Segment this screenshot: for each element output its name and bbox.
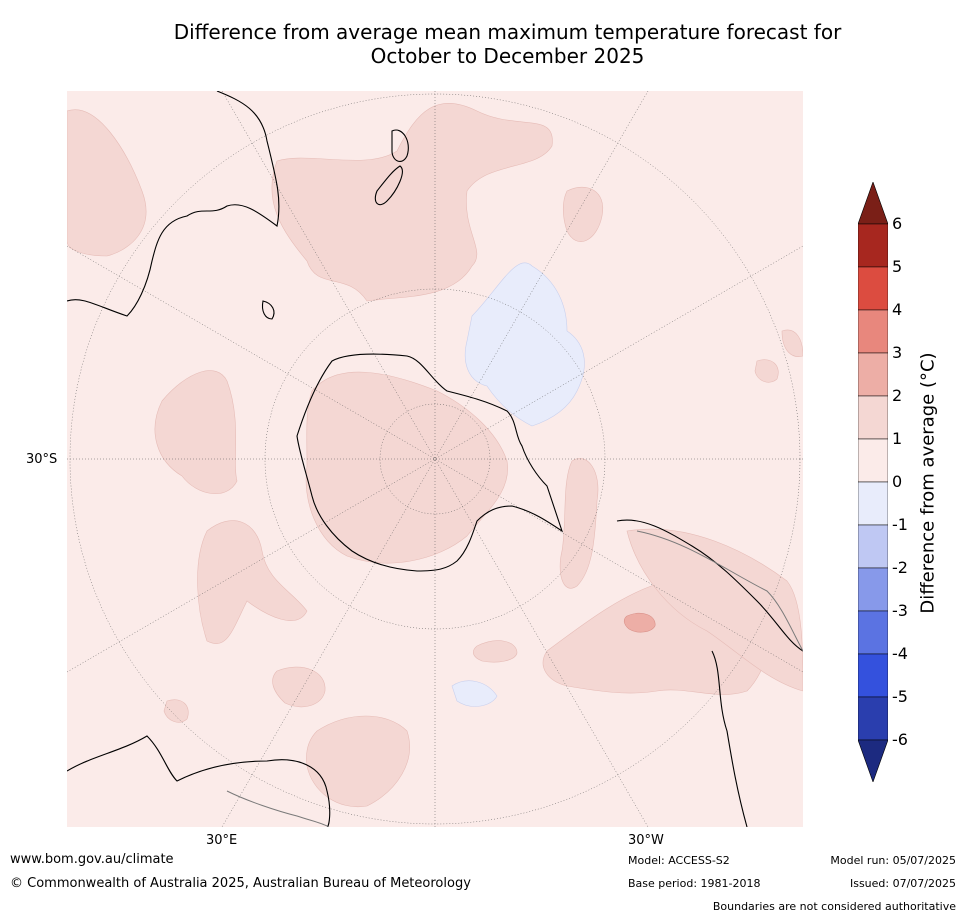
patch-south-pacific-east <box>562 186 604 242</box>
colorbar <box>857 181 889 783</box>
colorbar-bin-4 <box>857 395 889 440</box>
coast-africa <box>67 735 331 827</box>
colorbar-tick-label: -3 <box>892 601 908 620</box>
website-link[interactable]: www.bom.gov.au/climate <box>10 852 174 867</box>
patch-southwest-pacific <box>271 102 553 302</box>
forecast-map <box>67 91 803 827</box>
colorbar-bin-9 <box>857 610 889 655</box>
base-period-text: Base period: 1981-2018 <box>628 877 761 890</box>
meridian-30w <box>221 91 649 827</box>
issued-text: Issued: 07/07/2025 <box>849 877 956 890</box>
coast-antarctica <box>296 353 564 572</box>
graticule <box>67 91 803 827</box>
patch-east-coast-2 <box>781 329 803 357</box>
meridian-60w <box>67 245 803 673</box>
colorbar-tick-label: 2 <box>892 386 903 405</box>
patch-southern-ocean-small-1 <box>473 640 518 663</box>
border-south-america <box>636 530 803 652</box>
lon-30w-label: 30°W <box>628 833 664 848</box>
patch-cool-pacific <box>464 262 585 427</box>
colorbar-bin-2 <box>857 309 889 354</box>
colorbar-bin-7 <box>857 524 889 569</box>
patch-cool-southern-ocean <box>451 680 498 707</box>
patch-drake-passage <box>559 458 599 589</box>
coast-australia <box>67 91 280 317</box>
colorbar-tick-label: 4 <box>892 300 903 319</box>
lat-30s-label: 30°S <box>26 452 58 467</box>
colorbar-tick-label: -6 <box>892 730 908 749</box>
colorbar-tick-label: 6 <box>892 214 903 233</box>
title-line-2: October to December 2025 <box>370 44 645 68</box>
anomaly-1-to-2-patches <box>67 102 803 808</box>
anomaly-2-to-3-patch <box>623 612 656 633</box>
title-line-1: Difference from average mean maximum tem… <box>173 20 842 44</box>
coast-new-zealand-north <box>391 129 409 162</box>
political-borders <box>226 530 803 827</box>
patch-east-coast <box>754 359 779 383</box>
colorbar-bin-0 <box>857 223 889 268</box>
colorbar-tick-label: 0 <box>892 472 903 491</box>
colorbar-tick-label: -5 <box>892 687 908 706</box>
colorbar-bin-8 <box>857 567 889 612</box>
patch-south-africa-1 <box>306 715 410 808</box>
border-africa <box>226 790 330 827</box>
colorbar-tick-label: 1 <box>892 429 903 448</box>
colorbar-bin-10 <box>857 653 889 698</box>
map-title: Difference from average mean maximum tem… <box>0 20 965 68</box>
model-run-text: Model run: 05/07/2025 <box>830 854 956 867</box>
patch-south-africa-2 <box>272 666 326 707</box>
meridian-60e <box>67 245 803 673</box>
colorbar-tick-label: -4 <box>892 644 908 663</box>
colorbar-tick-label: 5 <box>892 257 903 276</box>
colorbar-bin-6 <box>857 481 889 526</box>
colorbar-bin-11 <box>857 696 889 741</box>
coast-new-zealand-south <box>374 165 403 206</box>
coast-south-america <box>616 519 803 827</box>
colorbar-bin-1 <box>857 266 889 311</box>
coast-tasmania <box>261 300 275 320</box>
patch-southern-ocean-small-2 <box>163 699 189 723</box>
patch-west-australia <box>67 109 147 257</box>
disclaimer-text: Boundaries are not considered authoritat… <box>712 900 956 913</box>
colorbar-bin-5 <box>857 438 889 483</box>
model-text: Model: ACCESS-S2 <box>628 854 730 867</box>
colorbar-over-arrow <box>857 181 889 225</box>
colorbar-title: Difference from average (°C) <box>917 352 939 614</box>
colorbar-tick-label: -2 <box>892 558 908 577</box>
lon-30e-label: 30°E <box>206 833 238 848</box>
colorbar-under-arrow <box>857 739 889 783</box>
map-svg <box>67 91 803 827</box>
colorbar-svg <box>857 181 889 783</box>
colorbar-tick-label: -1 <box>892 515 908 534</box>
coastlines <box>67 91 803 827</box>
patch-indian-ocean-2 <box>197 520 308 644</box>
colorbar-tick-label: 3 <box>892 343 903 362</box>
colorbar-bin-3 <box>857 352 889 397</box>
anomaly-minus1-to-0-patches <box>451 262 585 707</box>
meridian-30e <box>221 91 649 827</box>
copyright-text: © Commonwealth of Australia 2025, Austra… <box>10 876 471 891</box>
